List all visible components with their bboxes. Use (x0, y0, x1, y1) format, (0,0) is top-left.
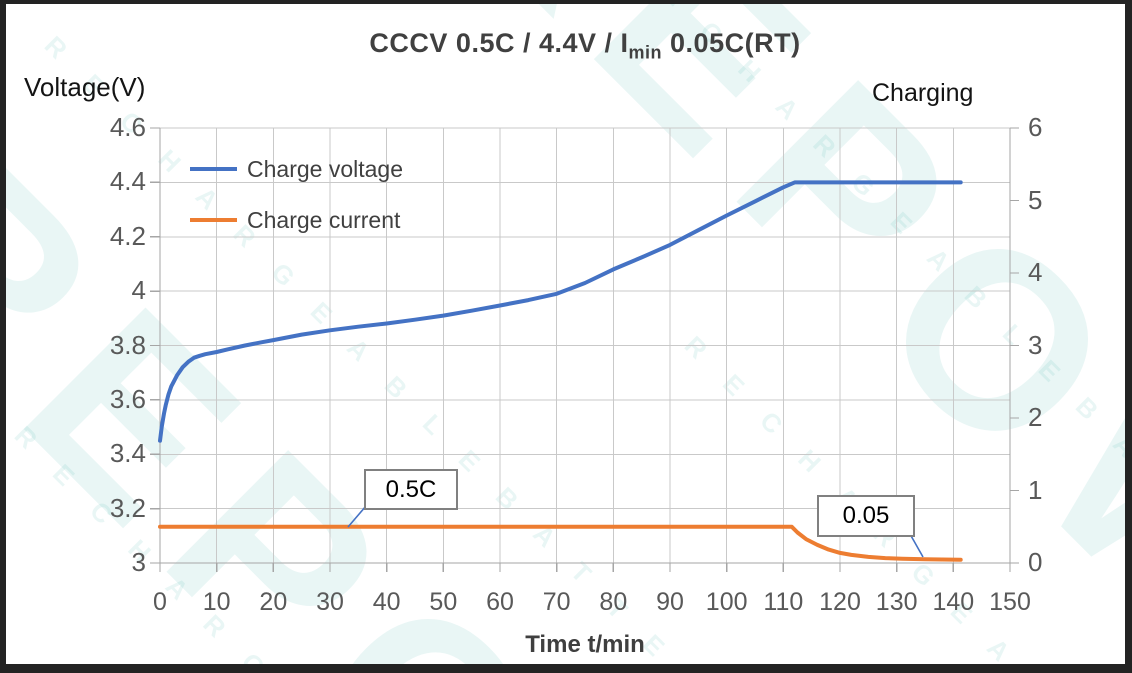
x-tick-label: 130 (875, 588, 918, 616)
left-tick-label: 3.4 (109, 438, 146, 469)
left-tick-label: 4.4 (109, 166, 146, 197)
left-tick-label: 3.8 (109, 329, 146, 360)
annotation-label: 0.5C (385, 475, 437, 503)
right-tick-label: 5 (1028, 184, 1043, 215)
right-tick-label: 0 (1028, 547, 1043, 577)
x-tick-label: 150 (989, 588, 1031, 616)
right-tick-label: 2 (1028, 402, 1043, 432)
left-tick-label: 3.2 (109, 492, 146, 523)
x-tick-label: 0 (153, 588, 167, 616)
annotation-0.05: 0.05 (817, 495, 915, 537)
left-tick-label: 3.6 (109, 383, 146, 414)
left-tick-label: 4 (131, 275, 146, 306)
left-tick-label: 3 (131, 547, 146, 577)
right-axis-title: Charging (872, 79, 974, 107)
left-axis-title: Voltage(V) (24, 72, 146, 102)
legend-label: Charge voltage (247, 155, 403, 182)
legend-label: Charge current (247, 206, 401, 233)
x-tick-label: 30 (316, 588, 344, 616)
x-axis-title: Time t/min (525, 631, 645, 658)
left-tick-label: 4.6 (109, 112, 146, 142)
x-tick-label: 100 (705, 588, 748, 616)
x-tick-label: 20 (259, 588, 288, 616)
x-tick-label: 120 (819, 588, 861, 616)
x-tick-label: 50 (429, 588, 458, 616)
x-tick-label: 110 (763, 588, 804, 616)
chart-title-text: 0.05C(RT) (662, 28, 801, 58)
legend-line-swatch (190, 167, 237, 171)
right-tick-label: 1 (1028, 474, 1043, 505)
legend: Charge voltage Charge current (190, 150, 403, 252)
x-tick-label: 70 (542, 588, 571, 616)
x-tick-label: 140 (932, 588, 975, 616)
x-tick-label: 40 (372, 588, 401, 616)
series-line-charge-current (158, 524, 963, 562)
x-tick-label: 10 (202, 588, 231, 616)
chart-title-text: CCCV 0.5C / 4.4V / I (369, 28, 629, 58)
annotation-leader-line (347, 505, 367, 528)
x-tick-label: 80 (599, 588, 628, 616)
legend-item: Charge voltage (190, 150, 403, 188)
legend-line-swatch (190, 218, 237, 222)
legend-item: Charge current (190, 201, 403, 239)
right-tick-label: 6 (1028, 112, 1043, 142)
series-line-charge-voltage (158, 180, 963, 443)
right-tick-label: 4 (1028, 257, 1043, 287)
chart-title-subscript: min (628, 42, 663, 63)
x-tick-label: 90 (656, 588, 684, 616)
left-tick-label: 4.2 (109, 220, 146, 251)
right-tick-label: 3 (1028, 329, 1043, 360)
chart-title: CCCV 0.5C / 4.4V / Imin 0.05C(RT) (160, 28, 1010, 63)
annotation-leader-line (909, 533, 924, 558)
annotation-0.5C: 0.5C (364, 469, 458, 510)
x-tick-label: 60 (486, 588, 514, 616)
annotation-label: 0.05 (842, 502, 890, 529)
